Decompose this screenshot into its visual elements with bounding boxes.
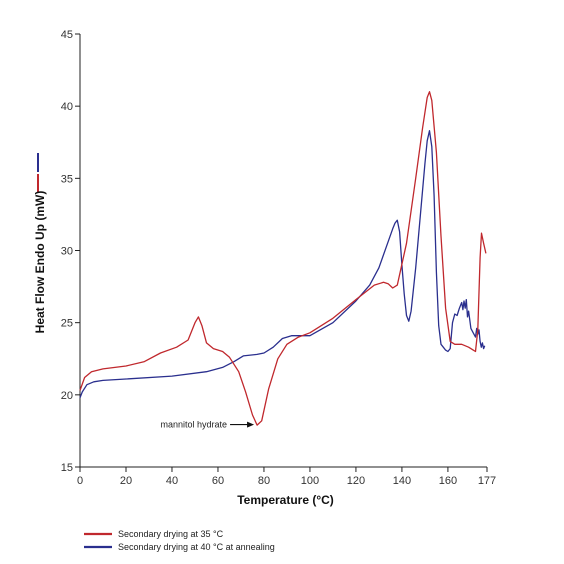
x-tick-label: 177 [478, 475, 496, 487]
legend-label-1: Secondary drying at 40 °C at annealing [118, 542, 275, 552]
annotation-label: mannitol hydrate [161, 420, 228, 430]
x-tick-label: 60 [212, 475, 224, 487]
series-line-1 [79, 130, 486, 398]
y-axis-title-group: Heat Flow Endo Up (mW) [33, 153, 47, 333]
series-layer [79, 91, 487, 426]
x-axis-title: Temperature (°C) [237, 493, 334, 507]
annotation-layer: mannitol hydrate [161, 420, 255, 430]
axes: 15 20 25 30 35 40 45 0 20 40 60 80 100 120 140 160 177 [61, 29, 496, 487]
y-tick-label: 25 [61, 318, 73, 330]
legend: Secondary drying at 35 °C Secondary dryin… [84, 529, 275, 552]
x-tick-label: 20 [120, 475, 132, 487]
y-tick-label: 35 [61, 173, 73, 185]
x-tick-label: 160 [439, 475, 457, 487]
y-tick-label: 45 [61, 29, 73, 41]
legend-label-0: Secondary drying at 35 °C [118, 529, 224, 539]
series-line-0 [79, 91, 487, 426]
x-tick-label: 40 [166, 475, 178, 487]
y-tick-label: 15 [61, 462, 73, 474]
x-tick-label: 120 [347, 475, 365, 487]
x-tick-label: 100 [301, 475, 319, 487]
y-tick-label: 40 [61, 101, 73, 113]
annotation-arrow-head [247, 421, 255, 428]
y-axis-title: Heat Flow Endo Up (mW) [33, 191, 47, 334]
x-tick-label: 140 [393, 475, 411, 487]
x-tick-label: 0 [77, 475, 83, 487]
y-tick-label: 20 [61, 390, 73, 402]
x-tick-label: 80 [258, 475, 270, 487]
y-tick-label: 30 [61, 246, 73, 258]
